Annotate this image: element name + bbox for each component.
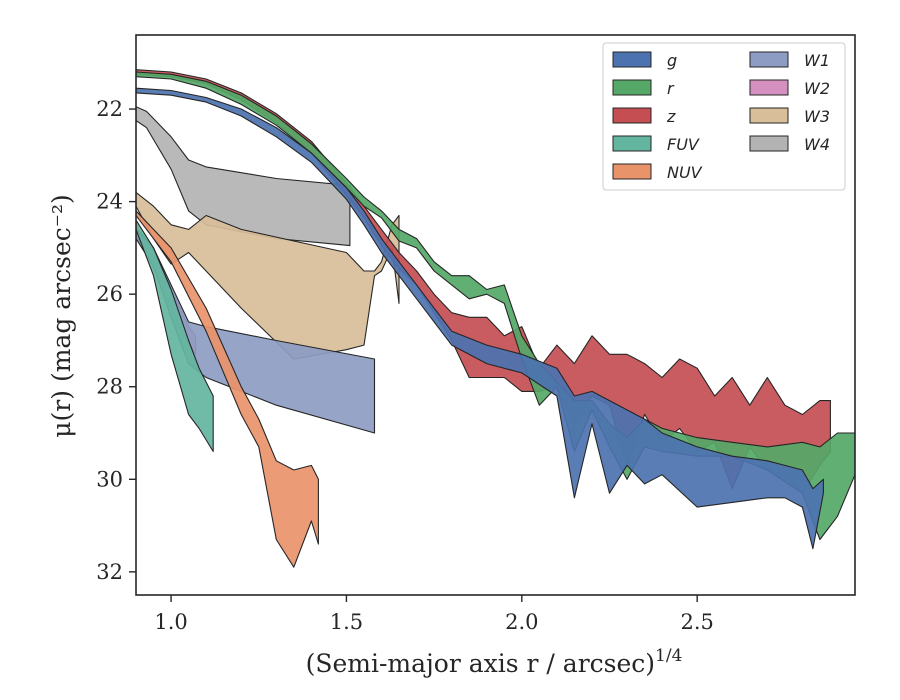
x-axis-title-exponent: 1/4 bbox=[655, 646, 682, 666]
legend-swatch-r bbox=[612, 79, 652, 96]
band-w3 bbox=[136, 191, 400, 360]
legend-swatch-g bbox=[612, 51, 652, 68]
legend-label-w4: W4 bbox=[804, 135, 830, 154]
legend-swatch-w4 bbox=[749, 135, 789, 152]
legend-label-z: z bbox=[666, 107, 676, 126]
plot-frame bbox=[135, 34, 856, 596]
band-fuv bbox=[136, 219, 214, 453]
y-tick-label: 26 bbox=[96, 282, 123, 306]
x-tick-label: 2.0 bbox=[505, 610, 538, 634]
x-tick-label: 1.0 bbox=[154, 610, 187, 634]
y-axis-title: μ(r) (mag arcsec⁻²) bbox=[47, 194, 76, 437]
legend-label-fuv: FUV bbox=[667, 135, 700, 154]
legend-swatch-w1 bbox=[749, 51, 789, 68]
x-tick-label: 1.5 bbox=[330, 610, 363, 634]
legend: grz FUV NUV W1 W2 W3 W4 bbox=[602, 42, 846, 191]
band-nuv bbox=[136, 210, 319, 568]
legend-label-r: r bbox=[667, 79, 675, 98]
series-bands bbox=[136, 69, 855, 568]
x-axis-title: (Semi-major axis r / arcsec)1/4 bbox=[306, 646, 683, 678]
legend-label-g: g bbox=[667, 51, 677, 70]
y-tick-label: 32 bbox=[96, 560, 123, 584]
y-tick-label: 24 bbox=[96, 190, 123, 214]
legend-swatch-w3 bbox=[749, 107, 789, 124]
y-tick-label: 22 bbox=[96, 97, 123, 121]
band-r bbox=[136, 71, 855, 541]
legend-label-w2: W2 bbox=[804, 79, 830, 98]
y-tick-label: 30 bbox=[96, 467, 123, 491]
legend-swatch-z bbox=[612, 107, 652, 124]
legend-swatch-fuv bbox=[612, 135, 652, 152]
legend-label-w1: W1 bbox=[804, 51, 830, 70]
legend-swatch-nuv bbox=[612, 163, 652, 180]
band-g bbox=[136, 87, 824, 550]
axis-ticks: 1.0 1.5 2.0 2.5 22 24 26 28 30 32 bbox=[96, 97, 714, 634]
band-w4 bbox=[136, 106, 351, 247]
y-tick-label: 28 bbox=[96, 375, 123, 399]
x-axis-title-text: (Semi-major axis r / arcsec) bbox=[306, 649, 655, 678]
legend-label-nuv: NUV bbox=[667, 163, 703, 182]
x-tick-label: 2.5 bbox=[680, 610, 713, 634]
legend-swatch-w2 bbox=[749, 79, 789, 96]
legend-label-w3: W3 bbox=[804, 107, 830, 126]
